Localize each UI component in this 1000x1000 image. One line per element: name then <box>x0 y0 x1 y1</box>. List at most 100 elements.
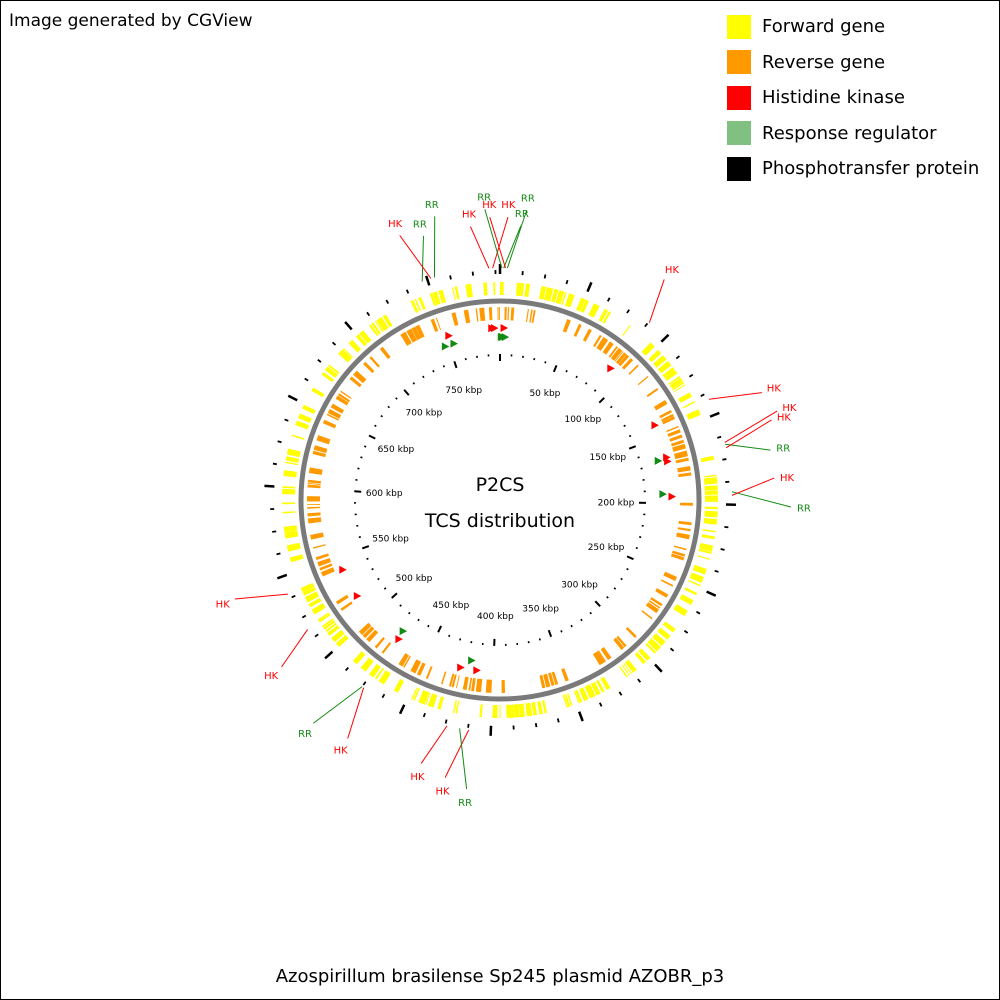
outer-tick <box>331 341 337 346</box>
reverse-gene-block <box>374 636 385 649</box>
callout-label: RR <box>515 209 529 220</box>
reverse-gene-block <box>479 307 486 322</box>
reverse-gene-block <box>400 331 412 346</box>
outer-tick <box>618 691 623 696</box>
forward-gene-block <box>322 618 334 628</box>
outer-tick <box>422 712 426 718</box>
reverse-gene-block <box>610 347 623 361</box>
callout-label: RR <box>425 200 439 211</box>
outer-tick <box>606 297 611 302</box>
inner-tick <box>360 456 363 459</box>
reverse-gene-block <box>582 328 592 342</box>
forward-gene-block <box>689 572 704 583</box>
forward-gene-track <box>282 282 718 719</box>
tick-label: 300 kbp <box>561 580 598 590</box>
tick-label: 150 kbp <box>589 453 626 463</box>
tick-label: 400 kbp <box>477 612 514 622</box>
reverse-gene-block <box>675 457 689 464</box>
forward-gene-block <box>684 587 698 596</box>
reverse-gene-block <box>358 622 372 636</box>
hk-marker <box>500 324 509 333</box>
reverse-gene-block <box>525 309 530 323</box>
callout-label: HK <box>462 210 477 221</box>
outer-tick <box>717 435 722 439</box>
forward-gene-block <box>704 485 718 491</box>
reverse-gene-block <box>416 662 426 676</box>
forward-gene-block <box>673 384 686 393</box>
forward-gene-block <box>537 700 544 715</box>
callout-label: HK <box>501 200 516 211</box>
forward-gene-block <box>300 582 315 593</box>
reverse-gene-block <box>406 328 418 343</box>
forward-gene-block <box>374 320 384 333</box>
forward-gene-block <box>360 657 374 672</box>
hk-marker <box>457 663 465 672</box>
reverse-gene-block <box>337 393 351 403</box>
reverse-gene-block <box>475 308 479 322</box>
reverse-gene-block <box>673 450 688 460</box>
forward-gene-block <box>479 704 483 718</box>
forward-gene-block <box>579 687 589 702</box>
callout-line <box>492 216 509 269</box>
credit-text: Image generated by CGView <box>9 11 253 31</box>
rr-marker <box>654 456 663 465</box>
inner-tick <box>623 424 626 428</box>
outer-tick <box>626 309 630 314</box>
inner-tick-ring <box>354 354 646 646</box>
tick-label: 350 kbp <box>522 605 559 615</box>
reverse-gene-block <box>613 637 625 650</box>
reverse-gene-block <box>379 346 391 360</box>
forward-gene-block <box>697 555 710 560</box>
reverse-gene-block <box>451 674 457 688</box>
reverse-gene-block <box>313 445 328 454</box>
forward-gene-block <box>378 670 391 685</box>
forward-gene-block <box>688 579 701 587</box>
inner-tick <box>593 389 597 392</box>
callout-line <box>506 210 528 269</box>
callout-line <box>459 728 468 790</box>
reverse-gene-block <box>307 484 321 489</box>
callout-label: HK <box>482 200 497 211</box>
outer-tick <box>344 666 349 672</box>
forward-gene-block <box>602 311 612 324</box>
rr-marker <box>501 333 510 342</box>
tick-labels: 50 kbp 100 kbp 150 kbp 200 kbp 250 kbp 300 kb… <box>366 386 635 622</box>
forward-gene-block <box>704 506 718 510</box>
forward-gene-block <box>657 627 671 640</box>
forward-gene-block <box>291 434 305 440</box>
inner-tick <box>383 587 387 590</box>
legend-item-response-regulator: Response regulator <box>727 116 979 152</box>
forward-gene-block <box>596 679 605 693</box>
forward-gene-block <box>704 510 718 518</box>
reverse-gene-block <box>669 434 683 442</box>
reverse-gene-block <box>650 597 663 607</box>
callout-label: HK <box>777 412 792 423</box>
inner-tick <box>387 405 390 409</box>
inner-tick <box>565 369 568 373</box>
callout-line <box>648 279 665 323</box>
inner-tick <box>442 365 445 368</box>
outer-tick <box>317 358 322 363</box>
outer-tick <box>637 678 642 683</box>
rr-marker <box>399 627 408 636</box>
forward-gene-block <box>295 420 310 430</box>
inner-tick <box>427 624 430 628</box>
reverse-gene-block <box>340 390 352 400</box>
reverse-gene-block <box>319 563 333 571</box>
forward-gene-block <box>393 679 405 693</box>
callout-label: RR <box>477 192 491 203</box>
inner-tick <box>584 382 588 385</box>
outer-tick <box>556 718 560 723</box>
reverse-gene-block <box>678 520 692 526</box>
reverse-gene-track <box>307 307 693 693</box>
forward-gene-block <box>325 622 337 633</box>
callout-label: RR <box>413 219 427 230</box>
inner-tick <box>358 536 361 539</box>
reverse-gene-block <box>435 317 442 331</box>
forward-gene-block <box>425 692 431 706</box>
forward-gene-block <box>638 648 651 661</box>
forward-gene-block <box>455 700 460 714</box>
forward-gene-block <box>506 704 512 718</box>
outer-tick <box>688 373 694 378</box>
reverse-gene-block <box>369 356 380 368</box>
